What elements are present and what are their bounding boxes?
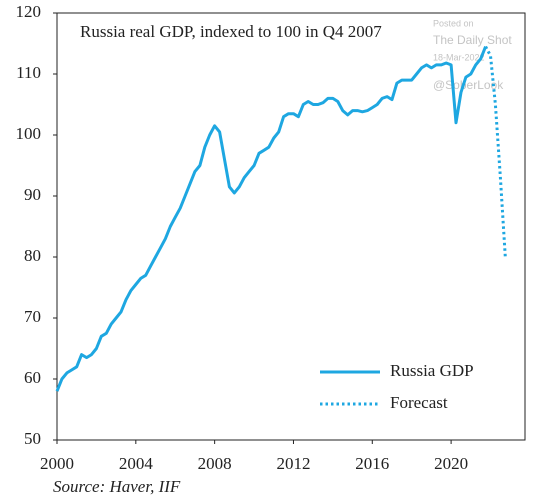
watermark: @SoberLook [433, 78, 504, 92]
x-tick-label: 2020 [434, 454, 468, 473]
series-line [55, 46, 487, 392]
x-tick-label: 2004 [119, 454, 154, 473]
x-tick-label: 2012 [276, 454, 310, 473]
y-tick-label: 120 [16, 2, 42, 21]
watermark: 18-Mar-2022 [433, 52, 485, 62]
x-tick-label: 2016 [355, 454, 389, 473]
chart-title: Russia real GDP, indexed to 100 in Q4 20… [80, 22, 382, 41]
legend-label: Russia GDP [390, 361, 474, 380]
plot-frame [56, 12, 526, 441]
y-tick-label: 50 [24, 429, 41, 448]
x-tick-label: 2000 [40, 454, 74, 473]
y-tick-label: 80 [24, 246, 41, 265]
watermark: The Daily Shot [433, 33, 512, 47]
y-tick-label: 70 [24, 307, 41, 326]
y-tick-label: 60 [24, 368, 41, 387]
y-tick-label: 100 [16, 124, 42, 143]
x-tick-label: 2008 [198, 454, 232, 473]
y-tick-label: 90 [24, 185, 41, 204]
watermark: Posted on [433, 18, 474, 28]
series-line [484, 45, 507, 258]
source: Source: Haver, IIF [53, 477, 181, 496]
legend-label: Forecast [390, 393, 448, 412]
y-tick-label: 110 [16, 63, 41, 82]
